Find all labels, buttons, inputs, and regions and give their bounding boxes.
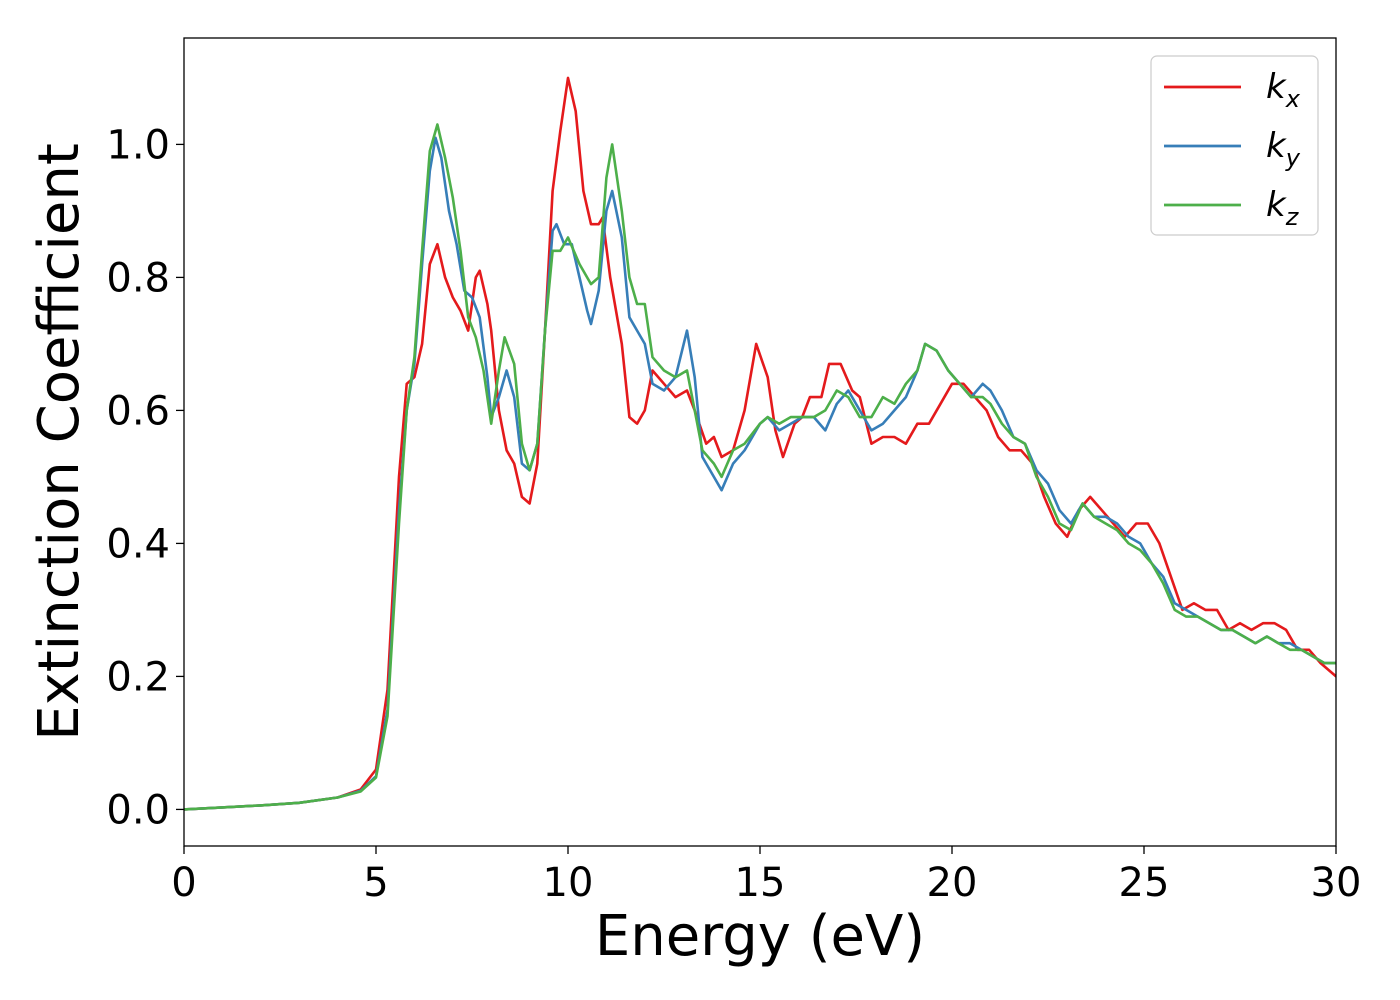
legend-label-y: ky [1266, 126, 1301, 172]
y-tick-label: 0.0 [106, 787, 170, 833]
x-tick-label: 30 [1311, 860, 1362, 906]
series-line-z [184, 123, 1336, 811]
y-tick-label: 1.0 [106, 122, 170, 168]
y-tick-label: 0.4 [106, 521, 170, 567]
y-axis: 0.0 0.2 0.4 0.6 0.8 1.0 [106, 122, 184, 833]
y-axis-label: Extinction Coefficient [27, 143, 92, 741]
y-tick-label: 0.2 [106, 654, 170, 700]
legend-label-z: kz [1266, 185, 1300, 231]
legend: kx ky kz [1150, 55, 1319, 236]
legend-label-x: kx [1266, 67, 1301, 113]
series-line-y [184, 136, 1336, 811]
x-tick-label: 15 [735, 860, 786, 906]
x-tick-label: 5 [363, 860, 388, 906]
series-line-x [184, 76, 1336, 811]
x-tick-label: 25 [1119, 860, 1170, 906]
x-axis-label: Energy (eV) [595, 904, 925, 969]
y-tick-label: 0.8 [106, 255, 170, 301]
x-tick-label: 0 [171, 860, 196, 906]
y-tick-label: 0.6 [106, 388, 170, 434]
x-tick-label: 10 [543, 860, 594, 906]
series-layer [184, 76, 1336, 811]
x-axis: 0 5 10 15 20 25 30 [171, 846, 1361, 906]
x-tick-label: 20 [927, 860, 978, 906]
